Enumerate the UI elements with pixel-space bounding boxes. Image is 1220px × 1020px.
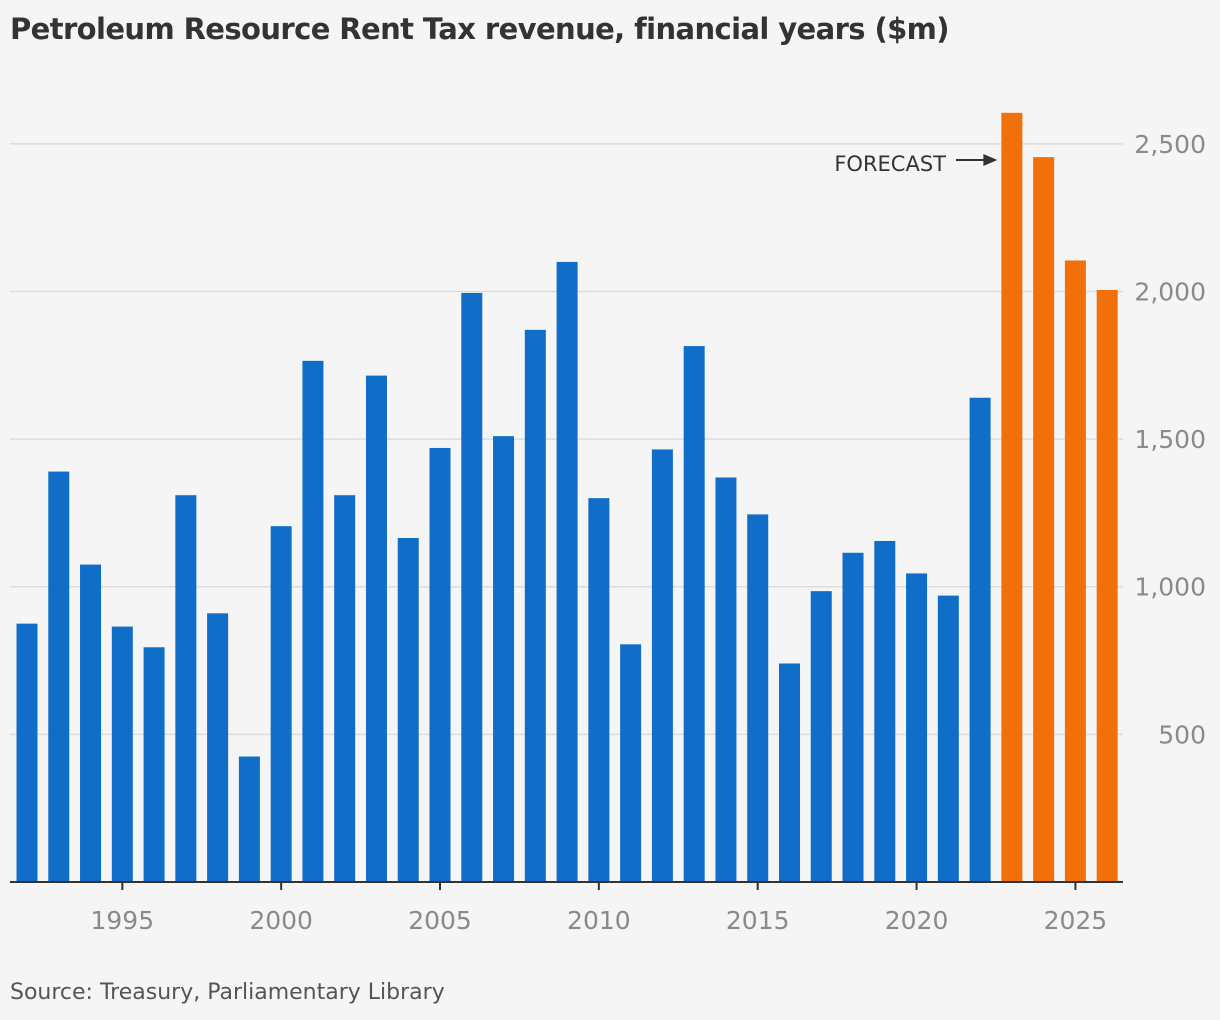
bar	[620, 644, 642, 882]
bar	[556, 261, 578, 883]
bar	[334, 495, 356, 882]
x-tick-label: 2005	[408, 906, 472, 935]
bar	[842, 552, 864, 882]
forecast-bar	[1096, 289, 1118, 883]
forecast-bar	[1001, 112, 1023, 882]
y-tick-label: 2,000	[1134, 277, 1206, 306]
bar	[588, 498, 610, 882]
bar	[48, 471, 70, 882]
x-tick-label: 1995	[90, 906, 154, 935]
bar	[302, 360, 324, 882]
bar	[143, 647, 165, 882]
x-tick-label: 2020	[885, 906, 949, 935]
forecast-label: FORECAST	[834, 152, 946, 176]
forecast-bar	[1064, 260, 1086, 882]
bar	[16, 623, 38, 882]
y-tick-label: 1,000	[1134, 573, 1206, 602]
y-axis-ticks: 500 1,000 1,500 2,000 2,500	[1134, 130, 1206, 750]
bar	[80, 564, 102, 882]
bar	[365, 375, 387, 882]
bar	[969, 397, 991, 882]
bar	[683, 346, 705, 883]
bar	[175, 495, 197, 882]
bar	[874, 540, 896, 882]
bar	[937, 595, 959, 882]
x-tick-label: 2010	[567, 906, 631, 935]
bar	[111, 626, 133, 882]
chart-title: Petroleum Resource Rent Tax revenue, fin…	[10, 12, 950, 46]
bar	[207, 613, 229, 882]
bars	[16, 112, 1118, 883]
bar	[397, 538, 419, 882]
bar	[715, 477, 737, 882]
bar	[429, 447, 451, 882]
forecast-annotation: FORECAST	[834, 152, 998, 176]
bar	[747, 514, 769, 882]
y-tick-label: 1,500	[1134, 425, 1206, 454]
x-axis-ticks: 1995 2000 2005 2010 2015 2020 2025	[90, 882, 1107, 935]
forecast-bar	[1033, 157, 1055, 882]
bar	[461, 292, 483, 882]
y-tick-label: 2,500	[1134, 130, 1206, 159]
bar	[651, 449, 673, 882]
bar	[778, 663, 800, 882]
x-tick-label: 2000	[249, 906, 313, 935]
x-tick-label: 2025	[1044, 906, 1108, 935]
bar	[270, 526, 292, 882]
bar	[906, 573, 928, 882]
x-tick-label: 2015	[726, 906, 790, 935]
bar	[238, 756, 260, 882]
forecast-arrow-head	[983, 154, 998, 166]
y-tick-label: 500	[1158, 720, 1206, 749]
bar	[493, 436, 515, 882]
source-note: Source: Treasury, Parliamentary Library	[10, 980, 445, 1005]
bar	[524, 329, 546, 883]
bar	[810, 591, 832, 882]
